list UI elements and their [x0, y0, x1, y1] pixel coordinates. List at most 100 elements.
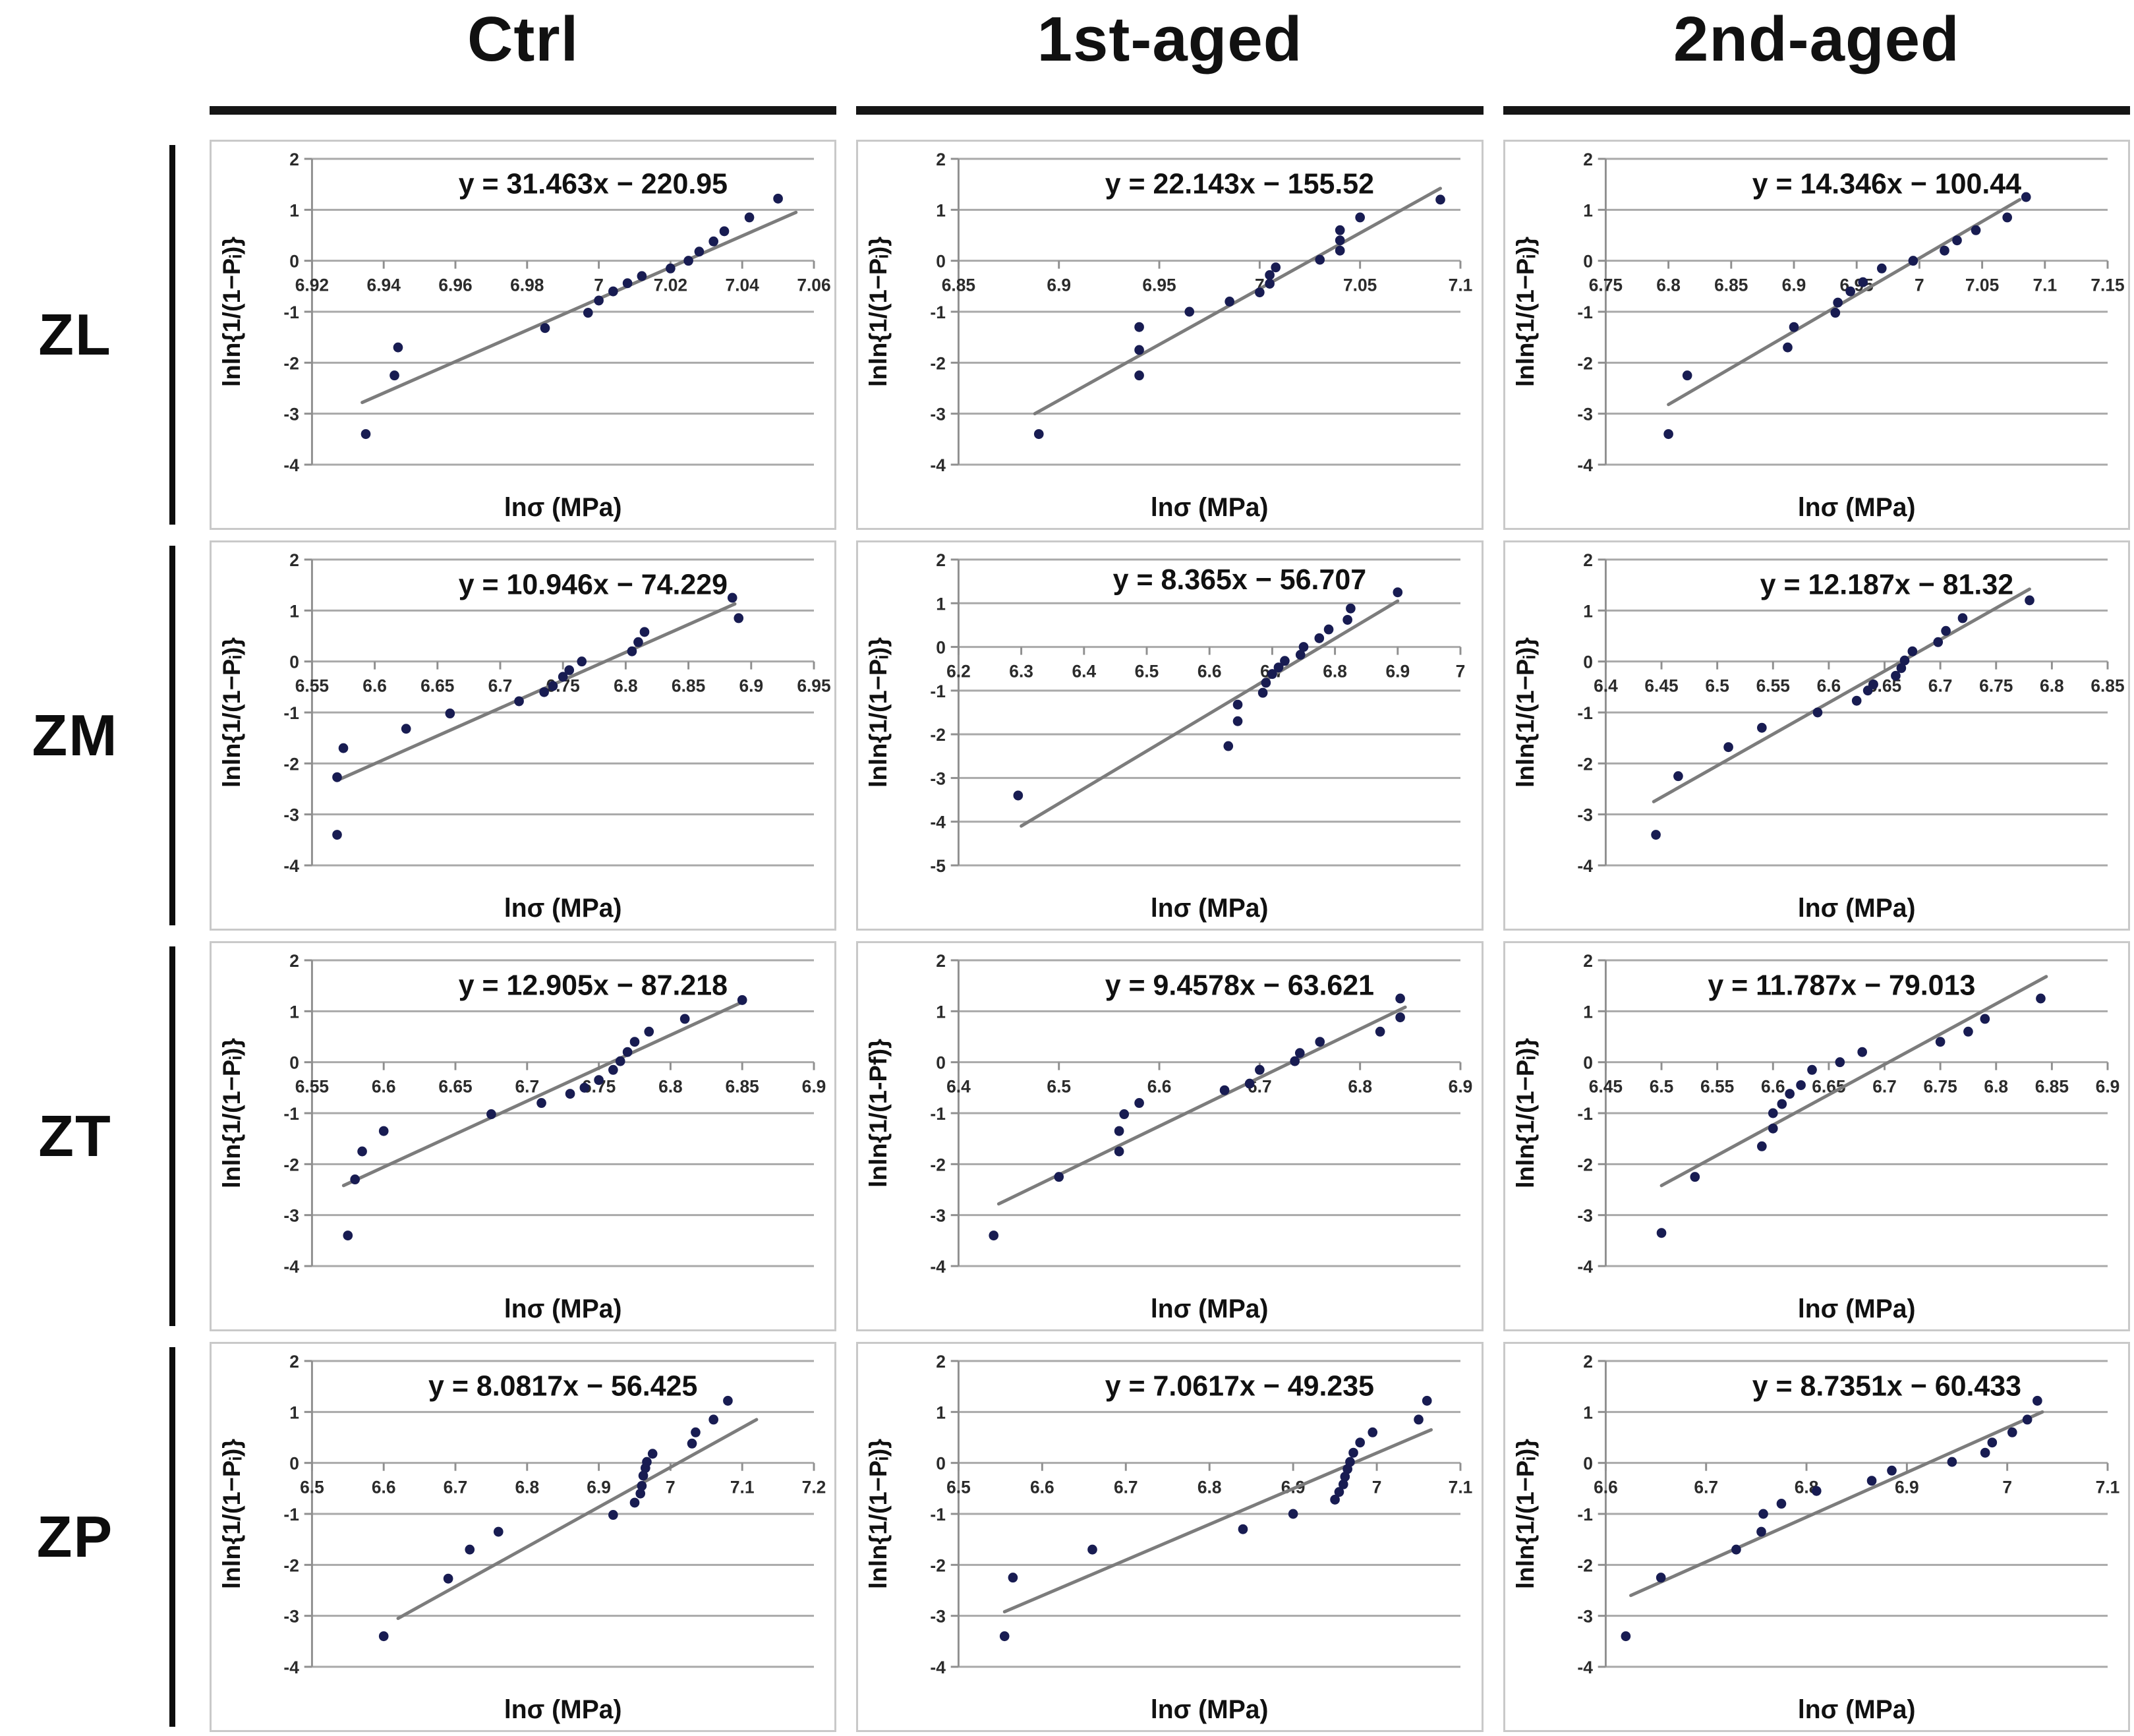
weibull-chart-svg: 210-1-2-3-46.4 6.45 6.5 6.55 6.6 6.65 6.7 6.75 6…	[1511, 550, 2124, 923]
svg-text:1: 1	[289, 200, 299, 220]
svg-text:-1: -1	[1577, 303, 1593, 322]
svg-text:-2: -2	[1577, 1555, 1592, 1575]
svg-text:y = 22.143x − 155.52: y = 22.143x − 155.52	[1105, 168, 1374, 200]
svg-text:2: 2	[289, 550, 299, 570]
svg-text:-1: -1	[931, 303, 946, 322]
svg-text:lnln{1/(1−Pᵢ)}: lnln{1/(1−Pᵢ)}	[865, 1439, 892, 1589]
svg-text:y = 12.187x − 81.32: y = 12.187x − 81.32	[1760, 569, 2013, 601]
row-label-zm: ZM	[0, 540, 190, 931]
svg-text:6.85: 6.85	[672, 676, 705, 695]
svg-text:-4: -4	[931, 455, 946, 475]
plot-zp-2nd-aged: 2 1 0 -1 -2 -3 -4 6.6 6.7 6.8 6.9 7 7.1 y = 8.7351x −…	[1503, 1342, 2130, 1732]
svg-text:2: 2	[1583, 951, 1593, 971]
weibull-chart-svg: 210-1-2-3-46.6 6.7 6.8 6.9 7 7.1y = 8.7351x −…	[1511, 1352, 2120, 1725]
row-label-text: ZP	[36, 1504, 114, 1569]
svg-text:7: 7	[1372, 1477, 1382, 1497]
svg-text:6.8: 6.8	[614, 676, 638, 695]
svg-text:6.9: 6.9	[1047, 275, 1072, 295]
svg-text:6.9: 6.9	[1449, 1076, 1473, 1096]
svg-text:7.1: 7.1	[2033, 275, 2057, 295]
header-underline	[856, 106, 1484, 115]
svg-text:7.1: 7.1	[730, 1477, 755, 1497]
svg-text:lnln{1/(1−Pᵢ)}: lnln{1/(1−Pᵢ)}	[217, 1038, 245, 1188]
svg-text:0: 0	[937, 1453, 946, 1473]
svg-text:0: 0	[289, 1453, 299, 1473]
svg-text:y = 9.4578x − 63.621: y = 9.4578x − 63.621	[1105, 969, 1374, 1002]
svg-text:lnσ (MPa): lnσ (MPa)	[1798, 1695, 1916, 1725]
weibull-chart-svg: 2 1 0 -1 -2 -3 -4 6.5 6.6 6.7 6.8 6.9 7 7.1 7.2 y = 8.0…	[217, 1352, 826, 1724]
column-header-label: 1st-aged	[1037, 4, 1303, 74]
svg-text:6.6: 6.6	[1594, 1477, 1618, 1497]
plot-zl-2nd-aged: 2 1 0 -1 -2 -3 -4 6.75 6.8 6.85 6.9 6.95 7 7.05 7.1 7.1…	[1503, 140, 2130, 530]
svg-text:7: 7	[1456, 661, 1466, 681]
svg-text:6.9: 6.9	[1386, 661, 1410, 681]
svg-text:lnσ (MPa): lnσ (MPa)	[1151, 1294, 1269, 1324]
plot-zm-2nd-aged: 2 1 0 -1 -2 -3 -4 6.4 6.45 6.5 6.55 6.6 6.65 6.7 6.75 6…	[1503, 540, 2130, 931]
svg-text:7: 7	[666, 1477, 676, 1497]
svg-text:1: 1	[1583, 1403, 1593, 1422]
svg-text:-1: -1	[283, 703, 299, 723]
svg-text:0: 0	[289, 652, 299, 672]
svg-text:6.5: 6.5	[300, 1477, 324, 1497]
svg-text:1: 1	[289, 601, 299, 621]
svg-text:-2: -2	[931, 1155, 946, 1174]
plot-zp-ctrl: 2 1 0 -1 -2 -3 -4 6.5 6.6 6.7 6.8 6.9 7 7.1 7.2 y = 8.0…	[210, 1342, 837, 1732]
weibull-chart-svg: 210-1-2-3-46.85 6.9 6.95 7 7.05 7.1y = 22.143…	[865, 150, 1473, 523]
svg-text:6.9: 6.9	[739, 676, 763, 695]
svg-text:lnσ (MPa): lnσ (MPa)	[504, 493, 622, 523]
svg-text:6.8: 6.8	[515, 1477, 539, 1497]
svg-text:-2: -2	[1577, 1155, 1592, 1174]
svg-text:6.75: 6.75	[1979, 676, 2013, 695]
row-label-text: ZL	[38, 302, 112, 367]
svg-text:6.6: 6.6	[1197, 661, 1222, 681]
header-underline	[1503, 106, 2130, 115]
svg-text:6.96: 6.96	[438, 275, 472, 295]
row-label-zt: ZT	[0, 941, 190, 1331]
svg-text:-2: -2	[931, 353, 946, 373]
svg-text:lnσ (MPa): lnσ (MPa)	[1151, 493, 1269, 523]
plot-zt-ctrl: 2 1 0 -1 -2 -3 -4 6.55 6.6 6.65 6.7 6.75 6.8 6.85 6.9 y…	[210, 941, 837, 1331]
weibull-chart-svg: 2 1 0 -1 -2 -3 -4 6.92 6.94 6.96 6.98 7 7.02 7.04 7.06…	[217, 150, 830, 523]
svg-text:0: 0	[937, 251, 946, 271]
svg-text:-2: -2	[1577, 353, 1592, 373]
svg-text:7.06: 7.06	[797, 275, 830, 295]
svg-text:-3: -3	[931, 1205, 946, 1225]
row-divider-bar	[169, 946, 175, 1326]
svg-text:6.9: 6.9	[1895, 1477, 1919, 1497]
weibull-chart-svg: 210-1-2-3-46.55 6.6 6.65 6.7 6.75 6.8 6.85 6.9 6…	[217, 550, 830, 923]
svg-text:2: 2	[289, 150, 299, 169]
svg-text:6.95: 6.95	[1143, 275, 1176, 295]
weibull-chart-svg: 210-1-2-3-4-56.26.36.46.56.66.76.86.97y …	[865, 550, 1466, 923]
svg-text:6.94: 6.94	[367, 275, 401, 295]
svg-text:-4: -4	[931, 1658, 946, 1677]
svg-text:2: 2	[1583, 550, 1593, 570]
svg-text:-1: -1	[1577, 1104, 1593, 1124]
svg-text:6.6: 6.6	[372, 1477, 396, 1497]
svg-text:-4: -4	[283, 856, 299, 876]
svg-text:6.4: 6.4	[1594, 676, 1618, 695]
svg-text:0: 0	[1583, 1053, 1593, 1072]
svg-text:-3: -3	[1577, 1205, 1592, 1225]
svg-text:-3: -3	[283, 805, 299, 825]
svg-text:lnσ (MPa): lnσ (MPa)	[1798, 1294, 1916, 1324]
svg-text:-4: -4	[1577, 1257, 1593, 1277]
svg-text:-3: -3	[283, 1606, 299, 1626]
svg-text:6.55: 6.55	[1700, 1076, 1734, 1096]
svg-text:-2: -2	[283, 1155, 299, 1174]
svg-text:1: 1	[289, 1002, 299, 1022]
column-header-label: Ctrl	[467, 4, 579, 74]
row-label-text: ZM	[32, 703, 119, 768]
column-header-label: 2nd-aged	[1673, 4, 1960, 74]
svg-text:lnσ (MPa): lnσ (MPa)	[1798, 894, 1916, 923]
svg-text:6.9: 6.9	[587, 1477, 611, 1497]
row-label-zp: ZP	[0, 1342, 190, 1732]
svg-text:6.85: 6.85	[2034, 1076, 2068, 1096]
svg-text:lnln{1/(1-Pf)}: lnln{1/(1-Pf)}	[865, 1039, 892, 1188]
svg-text:6.8: 6.8	[1984, 1076, 2008, 1096]
svg-text:-1: -1	[1577, 703, 1593, 723]
svg-text:-2: -2	[283, 1555, 299, 1575]
svg-text:6.7: 6.7	[444, 1477, 468, 1497]
svg-text:-1: -1	[283, 303, 299, 322]
svg-text:-4: -4	[931, 1257, 946, 1277]
svg-text:-3: -3	[283, 1205, 299, 1225]
